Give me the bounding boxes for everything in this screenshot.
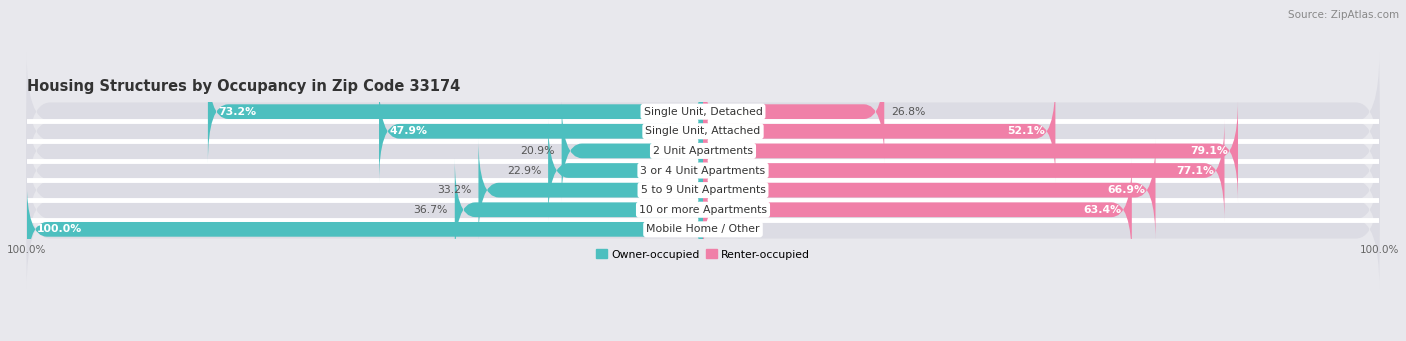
- FancyBboxPatch shape: [27, 52, 1379, 171]
- Text: Source: ZipAtlas.com: Source: ZipAtlas.com: [1288, 10, 1399, 20]
- FancyBboxPatch shape: [703, 119, 1225, 222]
- FancyBboxPatch shape: [27, 178, 703, 281]
- Text: 33.2%: 33.2%: [437, 185, 471, 195]
- FancyBboxPatch shape: [478, 139, 703, 242]
- FancyBboxPatch shape: [27, 131, 1379, 250]
- Text: Mobile Home / Other: Mobile Home / Other: [647, 224, 759, 234]
- Text: 20.9%: 20.9%: [520, 146, 555, 156]
- FancyBboxPatch shape: [703, 139, 1156, 242]
- Text: Housing Structures by Occupancy in Zip Code 33174: Housing Structures by Occupancy in Zip C…: [27, 79, 460, 94]
- FancyBboxPatch shape: [454, 158, 703, 261]
- FancyBboxPatch shape: [27, 72, 1379, 191]
- FancyBboxPatch shape: [561, 99, 703, 202]
- Text: 73.2%: 73.2%: [218, 107, 256, 117]
- FancyBboxPatch shape: [27, 150, 1379, 269]
- Text: 52.1%: 52.1%: [1007, 126, 1045, 136]
- Text: 77.1%: 77.1%: [1177, 165, 1215, 176]
- FancyBboxPatch shape: [703, 158, 1132, 261]
- FancyBboxPatch shape: [27, 170, 1379, 289]
- FancyBboxPatch shape: [703, 80, 1056, 183]
- Text: 79.1%: 79.1%: [1189, 146, 1227, 156]
- FancyBboxPatch shape: [27, 91, 1379, 210]
- FancyBboxPatch shape: [208, 60, 703, 163]
- FancyBboxPatch shape: [380, 80, 703, 183]
- Text: 26.8%: 26.8%: [891, 107, 925, 117]
- Text: 36.7%: 36.7%: [413, 205, 449, 215]
- FancyBboxPatch shape: [548, 119, 703, 222]
- Text: 47.9%: 47.9%: [389, 126, 427, 136]
- FancyBboxPatch shape: [27, 111, 1379, 230]
- Legend: Owner-occupied, Renter-occupied: Owner-occupied, Renter-occupied: [592, 245, 814, 264]
- Text: 22.9%: 22.9%: [508, 165, 541, 176]
- Text: 3 or 4 Unit Apartments: 3 or 4 Unit Apartments: [641, 165, 765, 176]
- Text: Single Unit, Detached: Single Unit, Detached: [644, 107, 762, 117]
- FancyBboxPatch shape: [703, 99, 1239, 202]
- Text: 10 or more Apartments: 10 or more Apartments: [638, 205, 768, 215]
- Text: 2 Unit Apartments: 2 Unit Apartments: [652, 146, 754, 156]
- Text: 66.9%: 66.9%: [1108, 185, 1146, 195]
- Text: 63.4%: 63.4%: [1084, 205, 1122, 215]
- FancyBboxPatch shape: [703, 60, 884, 163]
- Text: 5 to 9 Unit Apartments: 5 to 9 Unit Apartments: [641, 185, 765, 195]
- Text: Single Unit, Attached: Single Unit, Attached: [645, 126, 761, 136]
- Text: 100.0%: 100.0%: [37, 224, 82, 234]
